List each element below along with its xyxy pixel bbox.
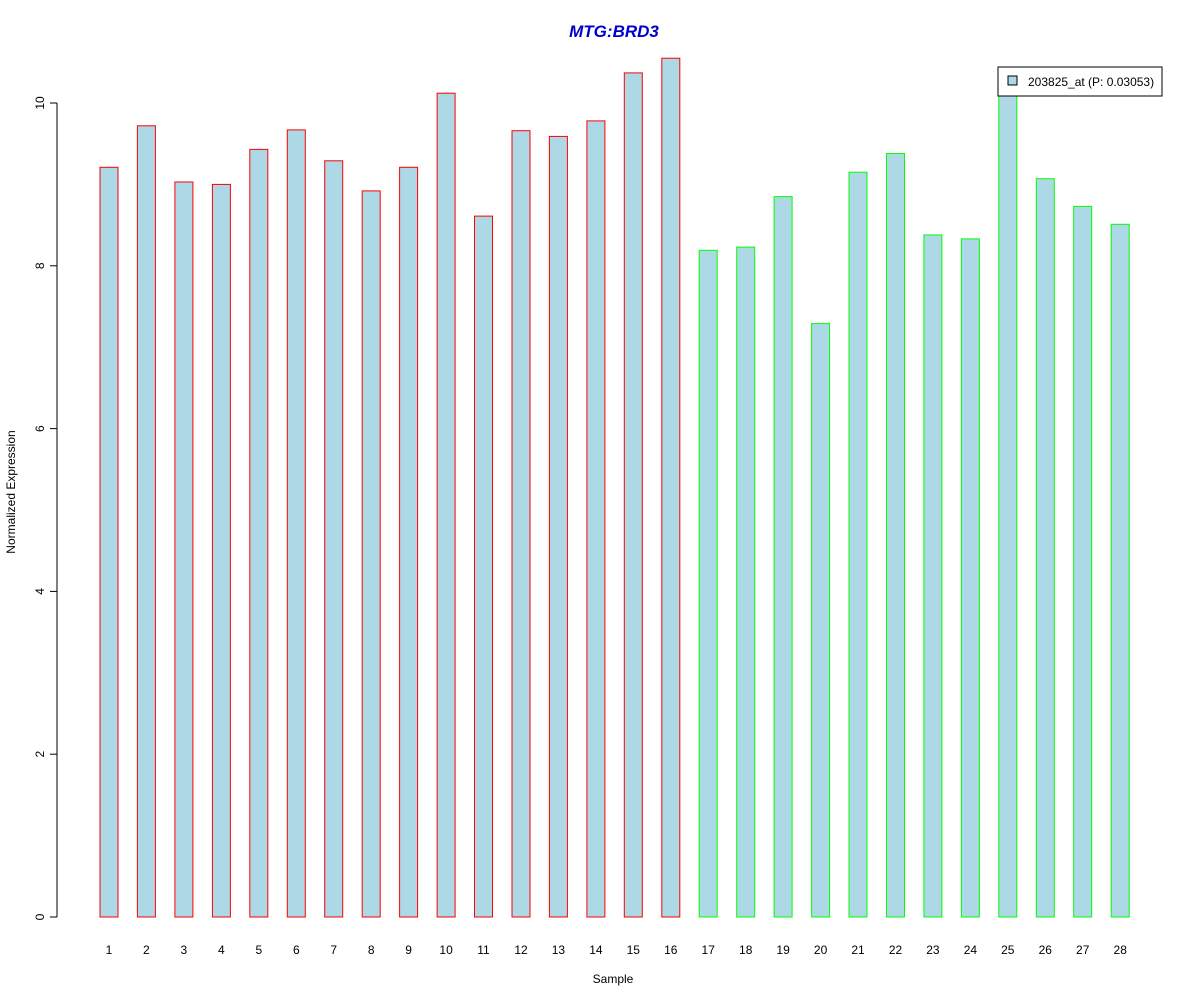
x-tick-label: 20 (814, 943, 828, 957)
bar-sample-16 (661, 57, 681, 918)
x-tick-label: 10 (439, 943, 453, 957)
legend-swatch (1007, 75, 1018, 86)
bars (99, 57, 1130, 918)
legend-label: 203825_at (P: 0.03053) (1028, 75, 1154, 89)
x-axis-label: Sample (593, 972, 634, 986)
bar-sample-18 (736, 246, 756, 918)
bar-sample-7 (324, 160, 344, 918)
x-tick-label: 24 (964, 943, 978, 957)
bar-sample-17 (698, 249, 718, 918)
x-tick-label: 26 (1039, 943, 1053, 957)
x-tick-label: 8 (368, 943, 375, 957)
bar-sample-14 (586, 120, 606, 918)
bar-sample-28 (1110, 223, 1130, 918)
bar-sample-13 (548, 135, 568, 918)
x-tick-label: 27 (1076, 943, 1090, 957)
bar-sample-24 (960, 238, 980, 918)
bar-sample-10 (436, 92, 456, 918)
x-tick-label: 13 (552, 943, 566, 957)
bar-sample-20 (811, 323, 831, 918)
bar-sample-11 (474, 215, 493, 918)
chart-title: MTG:BRD3 (569, 22, 659, 41)
y-tick-label: 10 (33, 96, 47, 110)
x-tick-label: 28 (1114, 943, 1128, 957)
y-axis-label: Normalized Expression (4, 430, 18, 553)
x-tick-label: 17 (702, 943, 716, 957)
bar-sample-25 (998, 90, 1018, 918)
legend-box (997, 66, 1163, 97)
bar-sample-6 (286, 129, 306, 918)
bar-sample-23 (923, 234, 943, 918)
bar-sample-2 (136, 125, 156, 918)
bar-sample-8 (361, 190, 381, 918)
y-tick-label: 0 (33, 913, 47, 920)
bar-sample-5 (249, 148, 269, 918)
x-tick-label: 15 (627, 943, 641, 957)
y-tick-label: 4 (33, 588, 47, 595)
x-tick-label: 16 (664, 943, 678, 957)
x-tick-label: 9 (405, 943, 412, 957)
x-tick-label: 2 (143, 943, 150, 957)
bar-sample-12 (511, 130, 531, 918)
x-tick-labels: 1 2 3 4 5 6 7 8 9 10 11 12 13 14 15 16 17 18 19 20 21 22 23 24 2… (106, 943, 1128, 957)
x-tick-label: 12 (514, 943, 528, 957)
bar-sample-21 (848, 171, 868, 918)
x-tick-label: 25 (1001, 943, 1015, 957)
x-tick-label: 6 (293, 943, 300, 957)
y-axis: 0 2 4 6 8 10 (33, 96, 58, 920)
x-tick-label: 23 (926, 943, 940, 957)
x-tick-label: 4 (218, 943, 225, 957)
bar-sample-26 (1035, 178, 1055, 918)
bar-sample-3 (174, 181, 194, 918)
x-tick-label: 11 (477, 943, 490, 957)
x-tick-label: 1 (106, 943, 113, 957)
bar-sample-4 (211, 183, 231, 918)
x-tick-label: 19 (776, 943, 790, 957)
x-tick-label: 14 (589, 943, 603, 957)
y-tick-label: 2 (33, 751, 47, 758)
x-tick-label: 5 (255, 943, 262, 957)
bar-sample-1 (99, 166, 119, 918)
bar-sample-22 (886, 153, 905, 918)
legend: 203825_at (P: 0.03053) (997, 66, 1163, 97)
bar-sample-9 (399, 166, 419, 918)
x-tick-label: 21 (851, 943, 865, 957)
bar-sample-19 (773, 196, 793, 918)
x-tick-label: 3 (181, 943, 188, 957)
x-tick-label: 22 (889, 943, 903, 957)
y-tick-label: 6 (33, 425, 47, 432)
x-tick-label: 18 (739, 943, 753, 957)
bar-sample-27 (1073, 205, 1093, 918)
x-tick-label: 7 (330, 943, 337, 957)
y-tick-label: 8 (33, 262, 47, 269)
bar-sample-15 (623, 72, 643, 918)
